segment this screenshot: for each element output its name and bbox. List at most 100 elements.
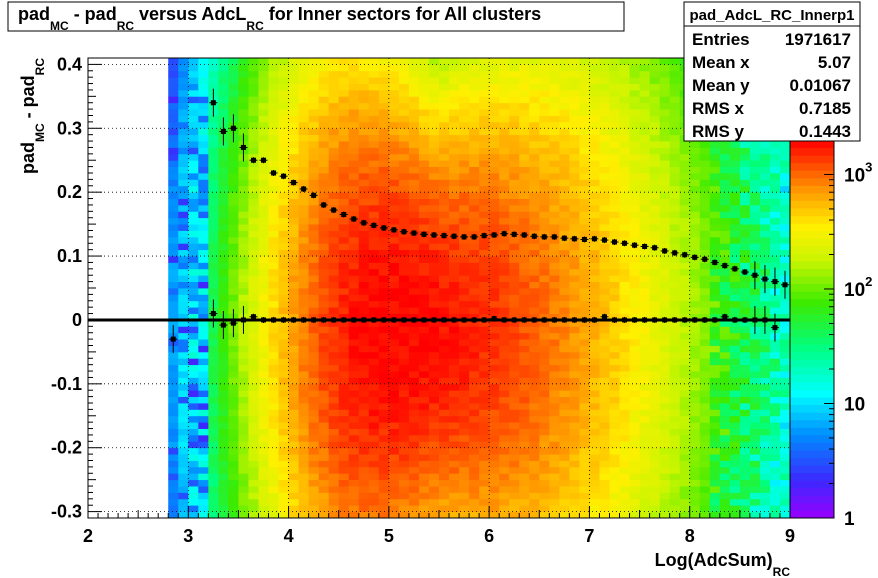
heatmap-cell xyxy=(418,96,430,104)
heatmap-cell xyxy=(669,288,681,295)
heatmap-cell xyxy=(268,409,279,417)
heatmap-cell xyxy=(268,511,279,519)
mean-profile-point xyxy=(210,311,216,317)
heatmap-cell xyxy=(469,64,480,72)
heatmap-cell xyxy=(779,428,791,436)
heatmap-cell xyxy=(679,326,691,334)
heatmap-cell xyxy=(489,153,500,161)
heatmap-cell xyxy=(599,128,610,136)
heatmap-cell xyxy=(619,58,630,65)
heatmap-cell xyxy=(459,466,470,474)
heatmap-cell xyxy=(769,486,781,493)
heatmap-cell xyxy=(428,243,440,251)
heatmap-cell xyxy=(378,486,390,493)
heatmap-cell xyxy=(669,224,681,231)
heatmap-cell xyxy=(198,147,209,155)
heatmap-cell xyxy=(479,473,490,481)
heatmap-cell xyxy=(248,479,259,487)
heatmap-cell xyxy=(208,83,219,91)
heatmap-cell xyxy=(749,179,761,187)
heatmap-cell xyxy=(258,300,269,308)
heatmap-cell xyxy=(208,179,219,187)
heatmap-cell xyxy=(499,198,510,206)
heatmap-cell xyxy=(539,288,550,295)
heatmap-cell xyxy=(699,434,711,442)
heatmap-cell xyxy=(288,217,299,225)
heatmap-cell xyxy=(579,434,590,442)
heatmap-cell xyxy=(509,70,520,78)
heatmap-cell xyxy=(589,243,600,251)
heatmap-cell xyxy=(288,428,299,436)
heatmap-cell xyxy=(499,288,510,295)
heatmap-cell xyxy=(499,371,510,378)
heatmap-cell xyxy=(489,204,500,212)
heatmap-cell xyxy=(499,147,510,155)
heatmap-cell xyxy=(599,275,610,283)
heatmap-cell xyxy=(388,134,400,142)
heatmap-cell xyxy=(408,185,420,193)
heatmap-cell xyxy=(769,371,781,378)
heatmap-cell xyxy=(418,396,430,404)
heatmap-cell xyxy=(278,230,289,238)
heatmap-cell xyxy=(559,275,570,283)
heatmap-cell xyxy=(208,128,219,136)
heatmap-cell xyxy=(449,281,460,289)
heatmap-cell xyxy=(278,351,289,359)
heatmap-cell xyxy=(338,185,350,193)
heatmap-cell xyxy=(318,466,330,474)
heatmap-cell xyxy=(499,236,510,244)
heatmap-cell xyxy=(449,428,460,436)
heatmap-cell xyxy=(358,83,370,91)
heatmap-cell xyxy=(489,128,500,136)
heatmap-cell xyxy=(308,58,320,65)
heatmap-cell xyxy=(519,383,530,391)
heatmap-cell xyxy=(358,300,370,308)
heatmap-cell xyxy=(268,128,279,136)
heatmap-cell xyxy=(218,409,229,417)
heatmap-cell xyxy=(298,511,310,519)
heatmap-cell xyxy=(398,256,410,263)
heatmap-cell xyxy=(268,141,279,148)
heatmap-cell xyxy=(388,479,400,487)
heatmap-cell xyxy=(609,173,620,180)
heatmap-cell xyxy=(298,58,310,65)
heatmap-cell xyxy=(178,160,189,168)
heatmap-cell xyxy=(499,121,510,129)
heatmap-cell xyxy=(659,58,671,65)
heatmap-cell xyxy=(639,377,650,385)
heatmap-cell xyxy=(629,115,640,123)
heatmap-cell xyxy=(258,198,269,206)
heatmap-cell xyxy=(168,230,179,238)
heatmap-cell xyxy=(759,185,771,193)
heatmap-cell xyxy=(719,345,731,353)
heatmap-cell xyxy=(619,332,630,340)
heatmap-cell xyxy=(248,256,259,263)
heatmap-cell xyxy=(408,262,420,270)
heatmap-cell xyxy=(709,441,721,449)
heatmap-cell xyxy=(499,422,510,429)
heatmap-cell xyxy=(579,166,590,174)
heatmap-cell xyxy=(228,383,239,391)
heatmap-cell xyxy=(529,390,540,398)
heatmap-cell xyxy=(479,460,490,468)
heatmap-cell xyxy=(418,192,430,199)
heatmap-cell xyxy=(258,121,269,129)
heatmap-cell xyxy=(639,300,650,308)
heatmap-cell xyxy=(619,294,630,302)
heatmap-cell xyxy=(559,300,570,308)
heatmap-cell xyxy=(499,77,510,84)
heatmap-cell xyxy=(308,383,320,391)
heatmap-cell xyxy=(368,332,380,340)
heatmap-cell xyxy=(188,243,199,251)
heatmap-cell xyxy=(659,447,671,455)
heatmap-cell xyxy=(629,134,640,142)
heatmap-cell xyxy=(459,109,470,116)
heatmap-cell xyxy=(218,89,229,97)
heatmap-cell xyxy=(749,153,761,161)
heatmap-cell xyxy=(358,409,370,417)
heatmap-cell xyxy=(589,505,600,513)
heatmap-cell xyxy=(599,185,610,193)
heatmap-cell xyxy=(449,243,460,251)
heatmap-cell xyxy=(659,454,671,461)
heatmap-cell xyxy=(318,383,330,391)
